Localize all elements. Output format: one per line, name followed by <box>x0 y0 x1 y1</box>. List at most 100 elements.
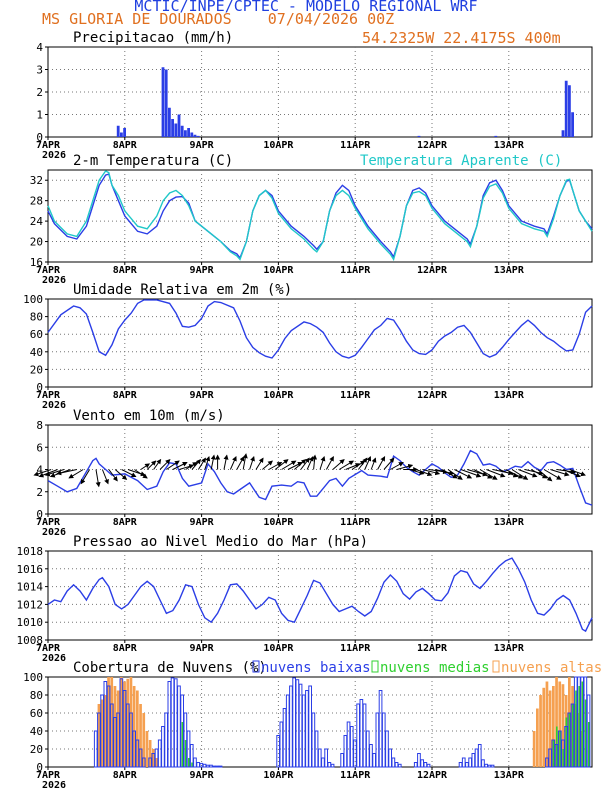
low-cloud-bar <box>301 694 306 768</box>
x-tick-label: 7APR <box>36 140 61 151</box>
x-tick-label: 7APR <box>36 390 61 401</box>
high-cloud-bar <box>104 695 107 767</box>
x-tick-label: 10APR <box>263 643 294 654</box>
wind-arrow <box>95 469 101 488</box>
x-tick-label: 13APR <box>494 517 525 528</box>
high-cloud-bar <box>142 713 146 767</box>
x-tick-label: 8APR <box>113 770 138 781</box>
y-tick-label: 60 <box>30 328 43 341</box>
wind-arrow <box>364 455 372 470</box>
wind-arrow <box>377 456 386 470</box>
y-tick-label: 1008 <box>17 634 44 647</box>
wind-arrow <box>505 469 524 479</box>
low-cloud-bar <box>148 757 153 768</box>
y-tick-label: 2 <box>36 86 43 99</box>
low-cloud-bar <box>481 759 485 768</box>
wind-arrow <box>345 463 361 470</box>
high-cloud-bar <box>139 704 142 767</box>
x-tick-label: 9APR <box>190 643 215 654</box>
low-cloud-bar <box>193 757 197 768</box>
x-tick-label: 10APR <box>263 390 294 401</box>
low-cloud-bar <box>154 748 159 768</box>
precip-bar <box>184 130 187 137</box>
y-tick-label: 0 <box>36 761 43 774</box>
y-tick-label: 2 <box>36 486 43 499</box>
high-cloud-bar <box>152 749 155 767</box>
temp-frame <box>47 169 593 263</box>
low-cloud-bar <box>381 712 386 768</box>
precip-bar <box>494 135 498 137</box>
rh-frame <box>47 298 593 388</box>
wind-arrow <box>108 469 118 482</box>
precip-bar <box>193 134 197 137</box>
x-year-label: 2026 <box>42 275 66 286</box>
wind-arrow <box>255 457 264 470</box>
high-cloud-bar <box>113 686 117 767</box>
mid-cloud-bar <box>588 722 590 767</box>
y-tick-label: 0 <box>36 508 43 521</box>
y-tick-label: 1014 <box>17 581 44 594</box>
mid-cloud-bar <box>572 704 574 767</box>
wind-arrow <box>390 462 404 470</box>
wind-arrow <box>56 469 77 476</box>
x-tick-label: 13APR <box>494 390 525 401</box>
low-cloud-bar <box>423 762 428 768</box>
wind-arrow <box>134 469 148 479</box>
low-cloud-bar <box>189 744 194 768</box>
x-tick-label: 9APR <box>190 390 215 401</box>
low-cloud-bar <box>369 744 373 768</box>
low-cloud-bar <box>413 762 418 768</box>
high-cloud-bar <box>548 690 552 767</box>
low-cloud-bar <box>183 712 188 768</box>
low-cloud-bar <box>97 712 101 768</box>
low-cloud-bar <box>122 690 127 768</box>
mid-cloud-bar <box>191 762 193 767</box>
wind-arrow <box>262 460 273 470</box>
mid-cloud-bar <box>565 717 568 767</box>
wind-arrow <box>101 469 109 485</box>
wind-arrow <box>518 469 538 478</box>
high-cloud-bar <box>123 681 126 767</box>
x-tick-label: 8APR <box>113 643 138 654</box>
wind-arrow <box>159 458 171 470</box>
clouds-title: Cobertura de Nuvens (%) <box>73 660 267 676</box>
x-tick-label: 12APR <box>417 517 448 528</box>
wind-title: Vento em 10m (m/s) <box>73 408 225 424</box>
run-date-label: 07/04/2026 00Z <box>267 10 395 28</box>
x-tick-label: 11APR <box>340 517 371 528</box>
low-cloud-bar <box>164 712 169 768</box>
low-cloud-bar <box>93 730 98 768</box>
low-cloud-bar <box>397 763 402 768</box>
mid-cloud-bar <box>188 758 190 767</box>
cloud-legend-swatch <box>252 660 260 673</box>
y-tick-label: 0 <box>36 131 43 144</box>
y-tick-label: 100 <box>23 293 43 306</box>
low-cloud-bar <box>317 748 322 768</box>
low-cloud-bar <box>141 757 146 768</box>
wind-arrow <box>242 453 248 470</box>
temp-title: 2-m Temperatura (C) <box>73 153 233 169</box>
x-tick-label: 8APR <box>113 265 138 276</box>
low-cloud-bar <box>458 762 463 768</box>
y-tick-label: 1018 <box>17 545 44 558</box>
low-cloud-bar <box>196 762 201 768</box>
y-tick-label: 40 <box>30 346 43 359</box>
x-tick-label: 12APR <box>417 140 448 151</box>
precip-bar <box>123 128 126 137</box>
pres-line-blue <box>47 557 593 633</box>
wind-arrow <box>223 454 229 470</box>
low-cloud-bar <box>311 712 316 768</box>
wind-arrow <box>550 469 570 477</box>
low-cloud-bar <box>471 753 476 768</box>
x-tick-label: 12APR <box>417 643 448 654</box>
precip-bar <box>196 135 200 137</box>
low-cloud-bar <box>292 677 296 768</box>
wind-arrow <box>210 454 216 470</box>
y-tick-label: 1010 <box>17 616 44 629</box>
y-tick-label: 80 <box>30 311 43 324</box>
wind-arrow <box>415 469 433 477</box>
wind-arrow <box>479 469 498 480</box>
x-tick-label: 12APR <box>417 770 448 781</box>
low-cloud-bar <box>324 748 328 768</box>
cloud-legend-label: nuvens baixas <box>261 660 371 676</box>
